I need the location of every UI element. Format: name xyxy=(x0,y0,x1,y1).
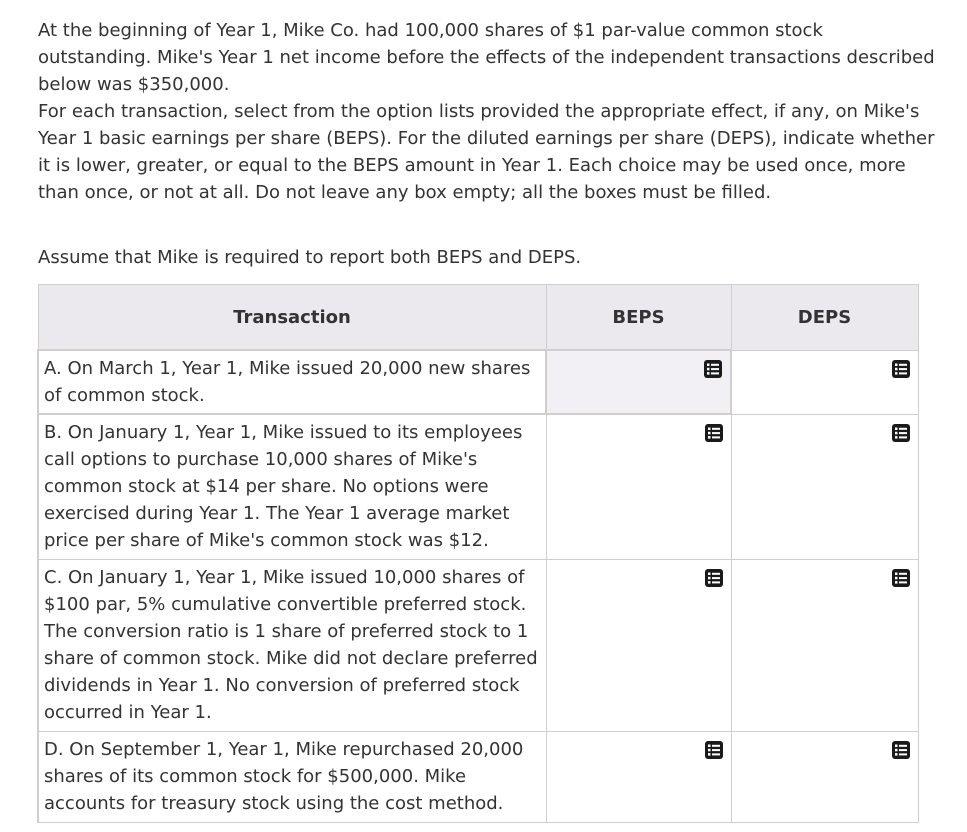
beps-select-d[interactable] xyxy=(545,730,732,823)
option-list-icon[interactable] xyxy=(704,568,724,588)
table-row: C. On January 1, Year 1, Mike issued 10,… xyxy=(37,558,919,732)
assumption-text: Assume that Mike is required to report b… xyxy=(38,247,582,268)
transaction-a-text: A. On March 1, Year 1, Mike issued 20,00… xyxy=(37,349,547,415)
option-list-icon[interactable] xyxy=(704,423,724,443)
table-header-row: Transaction BEPS DEPS xyxy=(37,284,919,351)
option-list-icon[interactable] xyxy=(891,568,911,588)
option-list-icon[interactable] xyxy=(703,359,723,379)
intro-paragraph-2: For each transaction, select from the op… xyxy=(38,101,935,203)
transaction-d-text: D. On September 1, Year 1, Mike repurcha… xyxy=(37,730,547,823)
transaction-c-text: C. On January 1, Year 1, Mike issued 10,… xyxy=(37,558,547,732)
option-list-icon[interactable] xyxy=(891,740,911,760)
option-list-icon[interactable] xyxy=(704,740,724,760)
deps-select-a[interactable] xyxy=(730,349,919,415)
table-row: A. On March 1, Year 1, Mike issued 20,00… xyxy=(37,349,919,415)
transaction-b-text: B. On January 1, Year 1, Mike issued to … xyxy=(37,413,547,560)
beps-select-a[interactable] xyxy=(545,349,732,415)
beps-select-b[interactable] xyxy=(545,413,732,560)
deps-select-c[interactable] xyxy=(730,558,919,732)
header-beps: BEPS xyxy=(545,284,732,351)
option-list-icon[interactable] xyxy=(891,359,911,379)
header-transaction: Transaction xyxy=(37,284,547,351)
instructions: At the beginning of Year 1, Mike Co. had… xyxy=(38,17,938,206)
header-deps: DEPS xyxy=(730,284,919,351)
deps-select-d[interactable] xyxy=(730,730,919,823)
deps-select-b[interactable] xyxy=(730,413,919,560)
beps-select-c[interactable] xyxy=(545,558,732,732)
option-list-icon[interactable] xyxy=(891,423,911,443)
table-row: B. On January 1, Year 1, Mike issued to … xyxy=(37,413,919,560)
table-row: D. On September 1, Year 1, Mike repurcha… xyxy=(37,730,919,823)
intro-paragraph-1: At the beginning of Year 1, Mike Co. had… xyxy=(38,20,935,95)
eps-answer-table: Transaction BEPS DEPS A. On March 1, Yea… xyxy=(37,284,919,823)
